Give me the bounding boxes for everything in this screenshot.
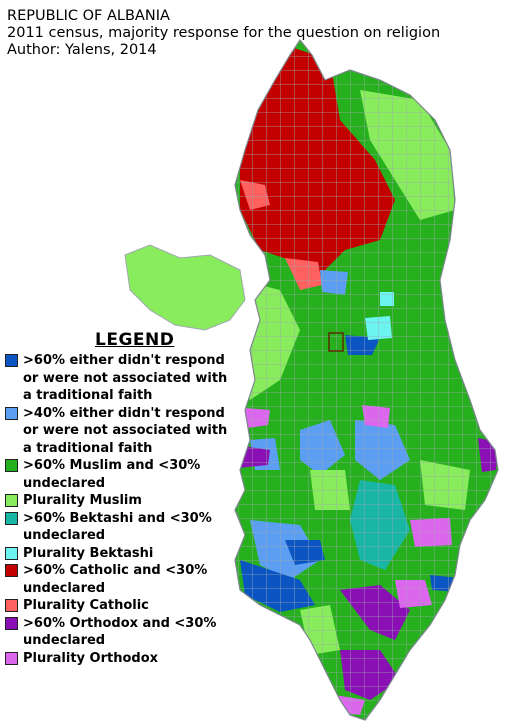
legend-swatch [5, 511, 18, 525]
legend-item: Plurality Muslim [5, 492, 255, 510]
legend-item: >60% Catholic and <30% undeclared [5, 562, 255, 597]
legend-item: Plurality Orthodox [5, 650, 255, 668]
legend-label: Plurality Muslim [23, 493, 142, 508]
legend-label: >60% Orthodox and <30% undeclared [23, 615, 217, 649]
legend-label: >60% Muslim and <30% undeclared [23, 458, 201, 491]
legend-swatch [5, 494, 18, 507]
legend-swatch [5, 564, 18, 577]
legend-items: >60% either didn't respond or were not a… [5, 352, 255, 667]
legend-label: >60% Catholic and <30% undeclared [23, 563, 208, 596]
legend-label: Plurality Bektashi [23, 545, 154, 561]
legend-swatch [5, 616, 18, 630]
legend-swatch [5, 651, 18, 665]
legend-swatch [5, 406, 18, 420]
map-subtitle: 2011 census, majority response for the q… [7, 25, 441, 41]
karaburun-region [124, 244, 246, 331]
legend-item: >60% Bektashi and <30% undeclared [5, 510, 255, 545]
legend-item: >60% either didn't respond or were not a… [5, 352, 255, 405]
legend-label: Plurality Orthodox [23, 650, 159, 666]
legend-item: >60% Muslim and <30% undeclared [5, 457, 255, 492]
legend-item: >60% Orthodox and <30% undeclared [5, 615, 255, 650]
legend-label: Plurality Catholic [23, 598, 149, 613]
legend-item: Plurality Catholic [5, 597, 255, 615]
legend: LEGEND >60% either didn't respond or wer… [5, 330, 255, 667]
country-base [124, 40, 498, 720]
legend-swatch [5, 599, 18, 612]
legend-label: >40% either didn't respond or were not a… [23, 405, 228, 456]
legend-item: >40% either didn't respond or were not a… [5, 405, 255, 458]
map-title: REPUBLIC OF ALBANIA [7, 8, 170, 24]
map-author: Author: Yalens, 2014 [7, 42, 157, 58]
legend-item: Plurality Bektashi [5, 545, 255, 563]
tirana-marker [328, 332, 344, 352]
legend-label: >60% either didn't respond or were not a… [23, 353, 228, 403]
legend-swatch [5, 354, 18, 367]
legend-heading: LEGEND [95, 330, 175, 350]
legend-swatch [5, 459, 18, 472]
legend-swatch [5, 546, 18, 560]
title-block: REPUBLIC OF ALBANIA 2011 census, majorit… [7, 8, 440, 59]
legend-label: >60% Bektashi and <30% undeclared [23, 510, 212, 544]
